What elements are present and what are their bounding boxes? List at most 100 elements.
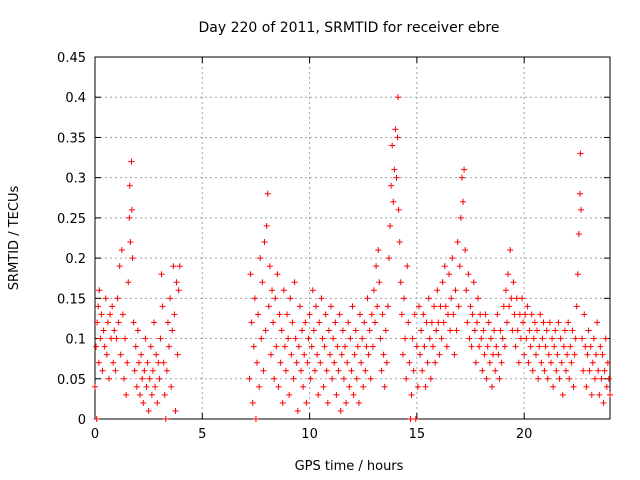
data-point — [516, 311, 523, 318]
data-point — [375, 247, 382, 254]
data-point — [488, 383, 495, 390]
data-point — [557, 335, 564, 342]
data-point — [131, 367, 138, 374]
data-point — [546, 319, 553, 326]
data-point — [450, 311, 457, 318]
data-point — [308, 343, 315, 350]
data-point — [521, 351, 528, 358]
data-point — [122, 335, 129, 342]
data-point — [94, 319, 101, 326]
data-point — [364, 295, 371, 302]
data-point — [127, 239, 134, 246]
data-point — [568, 359, 575, 366]
data-point — [422, 383, 429, 390]
data-point — [451, 351, 458, 358]
data-point — [492, 367, 499, 374]
data-point — [446, 271, 453, 278]
data-point — [129, 255, 136, 262]
data-point — [559, 391, 566, 398]
y-tick-label: 0.05 — [57, 373, 86, 388]
data-point — [395, 206, 402, 213]
data-point — [390, 198, 397, 205]
data-point — [563, 367, 570, 374]
data-point — [530, 335, 537, 342]
data-point — [542, 343, 549, 350]
data-point — [279, 399, 286, 406]
y-tick-label: 0 — [78, 413, 86, 428]
data-point — [354, 343, 361, 350]
data-point — [481, 351, 488, 358]
data-point — [480, 327, 487, 334]
data-point — [125, 279, 132, 286]
data-point — [394, 94, 401, 101]
data-point — [392, 126, 399, 133]
data-point — [558, 359, 565, 366]
data-point — [443, 343, 450, 350]
data-point — [367, 375, 374, 382]
data-point — [366, 327, 373, 334]
data-point — [289, 319, 296, 326]
data-point — [556, 375, 563, 382]
data-point — [535, 375, 542, 382]
data-point — [105, 375, 112, 382]
data-point — [398, 311, 405, 318]
data-point — [332, 319, 339, 326]
data-point — [493, 343, 500, 350]
data-point — [495, 351, 502, 358]
data-point — [345, 319, 352, 326]
y-tick-label: 0.35 — [57, 131, 86, 146]
data-point — [147, 343, 154, 350]
data-point — [524, 303, 531, 310]
data-point — [455, 303, 462, 310]
data-point — [520, 319, 527, 326]
data-point — [281, 343, 288, 350]
data-point — [407, 416, 414, 422]
data-point — [162, 416, 169, 422]
data-point — [338, 351, 345, 358]
data-point — [139, 375, 146, 382]
data-point — [175, 287, 182, 294]
data-point — [555, 319, 562, 326]
data-point — [248, 319, 255, 326]
data-point — [498, 359, 505, 366]
data-point — [246, 375, 253, 382]
data-point — [301, 351, 308, 358]
data-point — [507, 247, 514, 254]
data-point — [270, 319, 277, 326]
data-point — [536, 343, 543, 350]
data-point — [128, 158, 135, 165]
data-point — [100, 327, 107, 334]
data-point — [142, 335, 149, 342]
data-point — [401, 295, 407, 302]
data-point — [116, 263, 123, 270]
data-point — [152, 383, 159, 390]
data-point — [377, 335, 384, 342]
data-point — [589, 359, 596, 366]
data-point — [348, 367, 355, 374]
data-point — [397, 279, 404, 286]
data-point — [343, 399, 350, 406]
data-point — [326, 351, 333, 358]
data-point — [414, 383, 421, 390]
data-point — [391, 166, 398, 173]
data-point — [471, 327, 478, 334]
data-point — [118, 247, 125, 254]
data-point — [512, 343, 519, 350]
data-point — [95, 359, 102, 366]
data-point — [260, 367, 267, 374]
data-point — [258, 335, 265, 342]
data-point — [444, 311, 451, 318]
data-point — [167, 295, 174, 302]
data-point — [425, 295, 432, 302]
x-tick-label: 5 — [198, 427, 206, 442]
data-point — [476, 343, 483, 350]
data-point — [388, 182, 395, 189]
data-point — [537, 311, 544, 318]
data-point — [418, 327, 425, 334]
data-point — [404, 263, 411, 270]
data-point — [293, 359, 300, 366]
data-point — [320, 383, 327, 390]
data-point — [146, 375, 153, 382]
data-point — [144, 359, 151, 366]
